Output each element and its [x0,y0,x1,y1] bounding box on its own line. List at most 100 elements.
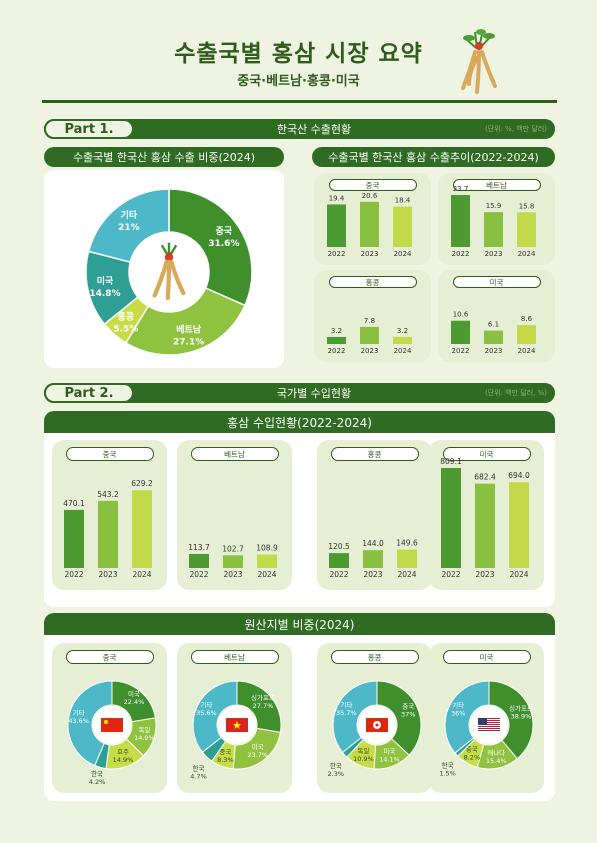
bar-category-label: 2023 [361,347,379,355]
origin-slice-label: 한국 [91,770,103,778]
bar-category-label: 2023 [98,570,117,579]
flag-cn-icon [101,718,123,732]
page-title: 수출국별 홍삼 시장 요약 [174,41,423,67]
bar-category-label: 2022 [328,250,346,258]
origin-slice-label: 1.5% [439,770,456,778]
bar-card-홍콩: 홍콩 120.5 2022 144.0 2023 149.6 2024 [317,440,432,590]
origin-slice-label: 23.7% [247,751,268,759]
bar-2024 [517,212,536,247]
bar-value-label: 113.7 [188,543,210,552]
bar-2024 [393,336,412,344]
origin-slice-label: 8.3% [217,756,234,764]
origin-slice-label: 한국 [442,762,454,770]
bar-category-label: 2022 [452,347,470,355]
origin-slice-0 [376,680,422,756]
part2-unit: (단위: 백만 달러, %) [484,389,547,397]
bar-category-label: 2023 [485,347,503,355]
bar-category-label: 2022 [189,570,208,579]
bar-2023 [223,555,243,568]
bar-card-중국: 중국 19.4 2022 20.6 2023 18.4 2024 [314,173,431,265]
donut-slice-1 [124,287,246,356]
bar-value-label: 23.7 [453,185,469,193]
origin-slice-label: 4.2% [89,778,106,786]
bar-chart: 470.1 2022 543.2 2023 629.2 2024 [63,479,153,579]
bar-2023 [475,483,495,568]
origin-slice-label: 캐나다 [487,748,505,757]
bar-2022 [451,320,470,344]
card-country-pill: 베트남 [452,179,541,191]
donut-slice-value: 27.1% [173,337,204,347]
origin-slice-label: 14.9% [113,756,134,764]
donut-slice-value: 31.6% [208,239,239,249]
origin-slice-label: 14.1% [379,756,400,764]
bar-category-label: 2024 [394,347,412,355]
origin-card-베트남: 베트남 싱가포르 27.7% 미국 23.7% 중국 8.3% 한국 4.7% 기타 35.6% [177,643,292,793]
bar-value-label: 543.2 [97,490,119,499]
origin-slice-label: 중국 [466,745,478,753]
bar-category-label: 2022 [328,347,346,355]
bar-category-label: 2024 [518,250,536,258]
bar-category-label: 2024 [132,570,151,579]
bar-2024 [509,482,529,568]
bar-value-label: 629.2 [131,479,153,488]
bar-value-label: 6.1 [488,321,499,329]
origin-slice-label: 15.4% [486,757,507,765]
origin-slice-4 [67,680,113,767]
bar-2022 [327,336,346,344]
donut-slice-4 [87,188,170,263]
origin-slice-label: 22.4% [124,698,145,706]
bar-2022 [189,553,209,568]
origin-slice-label: 기타 [73,708,85,717]
origin-slice-label: 싱가포르 [509,703,533,712]
origin-card-미국: 미국 싱가포르 38.9% 캐나다 15.4% 중국 8.2% 한국 1.5% 기타 36% [429,643,544,793]
bar-2022 [327,204,346,247]
ginseng-icon [152,242,186,301]
origin-slice-label: 27.7% [253,702,274,710]
bar-2023 [360,326,379,344]
origin-slice-label: 호주 [117,748,129,756]
export-trend-title: 수출국별 한국산 홍삼 수출추이(2022-2024) [312,147,555,167]
bar-2024 [257,554,277,568]
bar-2024 [393,206,412,247]
origin-slice-4 [332,680,378,754]
ginseng-illustration-icon [461,29,497,94]
card-country-pill: 중국 [65,447,154,461]
origin-slice-label: 기타 [452,701,464,710]
bar-category-label: 2024 [397,570,416,579]
bar-value-label: 15.8 [519,202,535,210]
part2-header: Part 2. 국가별 수입현황 (단위: 백만 달러, %) [44,383,555,403]
donut-slice-0 [168,188,253,307]
bar-category-label: 2022 [441,570,460,579]
origin-slice-label: 8.2% [464,753,481,761]
part1-header: Part 1. 한국산 수출현황 (단위: %, 백만 달러) [44,119,555,139]
card-country-pill: 미국 [452,276,541,288]
part1-unit: (단위: %, 백만 달러) [484,125,547,133]
flag-us-icon [478,718,500,731]
flag-hk-icon [366,718,388,732]
bar-card-홍콩: 홍콩 3.2 2022 7.8 2023 3.2 2024 [314,270,431,362]
card-country-pill: 베트남 [190,447,279,461]
origin-card-중국: 중국 미국 22.4% 독일 14.9% 호주 14.9% 한국 4.2% 기타 43.6% [52,643,167,793]
bar-chart: 10.6 2022 6.1 2023 8.6 2024 [451,311,536,355]
bar-category-label: 2022 [452,250,470,258]
donut-slice-name: 미국 [97,275,114,287]
bar-card-미국: 미국 809.1 2022 682.4 2023 694.0 2024 [429,440,544,590]
bar-2024 [517,325,536,344]
bar-value-label: 8.6 [521,315,533,323]
bar-2024 [132,490,152,568]
card-country-pill: 미국 [442,447,531,461]
part1-title: 한국산 수출현황 [276,123,352,136]
bar-card-미국: 미국 10.6 2022 6.1 2023 8.6 2024 [438,270,555,362]
part1-label: Part 1. [44,119,134,139]
bar-value-label: 120.5 [328,542,350,551]
origin-slice-label: 38.9% [511,712,532,720]
bar-chart: 809.1 2022 682.4 2023 694.0 2024 [440,457,530,579]
export-share-panel: 중국 31.6% 베트남 27.1% 홍콩 5.5% 미국 14.8% 기타 21% [44,170,284,368]
bar-chart: 23.7 2022 15.9 2023 15.8 2024 [451,185,536,258]
card-country-pill: 중국 [328,179,417,191]
bar-2022 [329,553,349,568]
origin-slice-label: 37% [401,710,415,718]
bar-category-label: 2023 [475,570,494,579]
bar-category-label: 2024 [394,250,412,258]
